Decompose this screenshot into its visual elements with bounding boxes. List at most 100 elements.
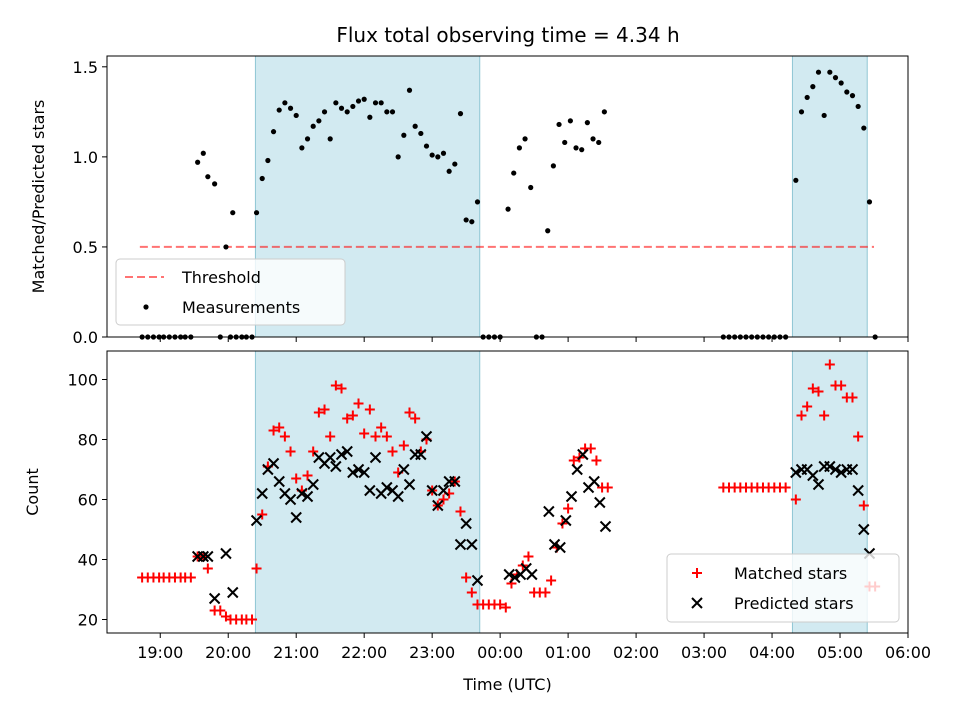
predicted-star-point <box>526 568 538 581</box>
measurement-point <box>815 69 822 75</box>
measurement-point <box>849 93 856 99</box>
matched-star-point <box>342 413 353 424</box>
predicted-star-point <box>454 538 467 551</box>
measurement-point <box>327 136 333 142</box>
matched-star-point <box>285 446 296 457</box>
top-legend-box <box>115 258 346 326</box>
measurement-point <box>827 69 833 75</box>
measurement-point <box>361 96 367 102</box>
measurement-point <box>435 154 441 160</box>
x-tick-label: 04:00 <box>749 643 795 662</box>
matched-star-point <box>376 422 387 433</box>
predicted-star-point <box>858 523 870 536</box>
matched-star-point <box>858 500 869 511</box>
measurement-point <box>579 147 585 153</box>
measurement-point <box>793 177 799 183</box>
matched-star-point <box>364 404 375 415</box>
x-tick-label: 02:00 <box>613 643 659 662</box>
threshold-legend-label: Threshold <box>181 268 261 287</box>
matched-star-point <box>438 494 449 505</box>
bottom-legend: Matched stars Predicted stars <box>666 553 900 623</box>
matched-star-point <box>291 473 302 484</box>
bottom-y-ticks: 20 40 60 80 100 <box>67 371 107 630</box>
matched-star-point <box>813 386 824 397</box>
predicted-star-point <box>267 457 280 470</box>
top-legend: Threshold Measurements <box>115 258 346 326</box>
measurement-point <box>259 175 265 182</box>
predicted-star-point <box>330 460 342 473</box>
measurement-point <box>276 107 282 113</box>
measurement-point <box>195 159 201 165</box>
matched-star-point <box>347 410 358 421</box>
matched-star-point <box>381 431 392 442</box>
matched-star-point <box>274 422 285 433</box>
bottom-y-axis-label: Count <box>23 468 42 516</box>
measurement-point <box>412 123 418 129</box>
measurement-point <box>573 145 579 151</box>
x-tick-label: 20:00 <box>205 643 251 662</box>
measurements-legend-label: Measurements <box>182 298 300 317</box>
predicted-star-point <box>426 484 438 497</box>
y-tick-label: 0.0 <box>73 328 98 347</box>
y-tick-label: 60 <box>78 491 98 510</box>
measurement-point <box>567 118 573 124</box>
predicted-star-point <box>256 487 268 500</box>
matched-star-point <box>330 380 341 391</box>
top-panel: 0.0 0.5 1.0 1.5 Matched/Predicted stars Thr… <box>29 55 909 347</box>
predicted-star-point <box>290 511 302 524</box>
matched-star-point <box>387 446 398 457</box>
measurement-point <box>310 123 316 129</box>
matched-star-point <box>336 383 347 394</box>
predicted-star-point <box>208 592 221 605</box>
predicted-legend-label: Predicted stars <box>734 594 854 613</box>
predicted-star-point <box>420 430 433 443</box>
predicted-star-point <box>335 448 348 461</box>
matched-star-point <box>319 404 330 415</box>
predicted-star-point <box>577 448 589 461</box>
measurement-point <box>401 132 407 138</box>
measurement-point <box>205 174 211 180</box>
predicted-star-point <box>599 520 612 533</box>
matched-star-point <box>353 398 364 409</box>
predicted-star-point <box>364 484 376 497</box>
predicted-star-point <box>358 466 370 479</box>
matched-star-point <box>790 494 801 505</box>
predicted-star-point <box>296 487 308 500</box>
predicted-star-point <box>227 586 239 599</box>
measurement-point <box>304 136 311 142</box>
matched-star-point <box>185 572 196 583</box>
measurement-point <box>200 150 206 156</box>
x-tick-label: 19:00 <box>137 643 183 662</box>
measurement-point <box>344 109 350 115</box>
measurement-point <box>440 150 447 156</box>
matched-star-point <box>853 431 864 442</box>
matched-star-point <box>455 506 466 517</box>
predicted-star-point <box>415 448 427 461</box>
matched-star-point <box>523 551 534 562</box>
predicted-star-point <box>403 478 416 491</box>
matched-star-point <box>780 482 791 493</box>
matched-legend-swatch <box>692 568 702 578</box>
matched-star-point <box>325 431 336 442</box>
y-tick-label: 20 <box>78 611 98 630</box>
measurement-point <box>299 145 305 151</box>
measurement-point <box>556 121 562 128</box>
predicted-star-point <box>466 538 478 551</box>
measurement-point <box>230 210 236 216</box>
predicted-star-point <box>571 463 583 476</box>
measurement-point <box>333 100 339 106</box>
matched-star-point <box>279 431 290 442</box>
measurements-legend-swatch <box>143 304 149 310</box>
matched-stars-points <box>137 359 881 625</box>
predicted-star-point <box>790 466 802 479</box>
measurement-point <box>282 100 288 106</box>
predicted-star-point <box>565 490 578 503</box>
predicted-star-point <box>829 463 842 476</box>
measurement-point <box>590 136 596 142</box>
predicted-star-point <box>220 547 232 560</box>
matched-star-point <box>495 599 506 610</box>
measurement-point <box>511 170 517 176</box>
bottom-axes-frame <box>106 350 909 634</box>
measurement-point <box>355 98 362 104</box>
x-axis-label: Time (UTC) <box>462 675 551 694</box>
